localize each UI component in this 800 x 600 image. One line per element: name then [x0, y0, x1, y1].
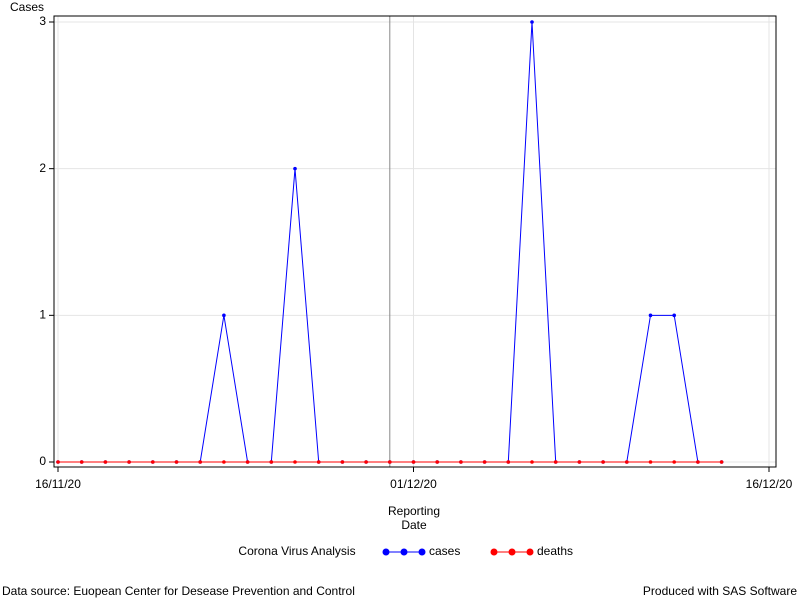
x-tick-label: 01/12/20 [390, 477, 437, 491]
plot-frame [53, 15, 777, 468]
data-point [625, 460, 629, 464]
data-point [127, 460, 131, 464]
data-point [151, 460, 155, 464]
data-point [530, 20, 534, 24]
data-point [411, 460, 416, 464]
legend-marker [508, 548, 516, 556]
data-point [293, 460, 297, 464]
footnote: Data source: Euopean Center for Desease … [2, 584, 355, 598]
data-point [696, 460, 700, 464]
data-point [316, 460, 321, 464]
data-point [435, 460, 440, 464]
x-axis-label: Reporting [388, 504, 440, 518]
y-tick-label: 1 [39, 308, 46, 322]
data-point [222, 460, 226, 464]
data-point [388, 460, 392, 464]
legend-marker [490, 548, 498, 556]
data-point [56, 460, 60, 464]
y-tick-label: 2 [39, 161, 46, 175]
data-point [459, 460, 463, 464]
data-point [482, 460, 487, 464]
y-tick-label: 0 [39, 454, 46, 468]
legend-label: deaths [537, 544, 573, 558]
legend-marker [418, 548, 426, 556]
data-point [79, 460, 84, 464]
y-axis-label: Cases [10, 0, 44, 14]
data-point [672, 460, 676, 464]
data-point [506, 460, 511, 464]
data-point [174, 460, 179, 464]
data-point [245, 460, 250, 464]
x-tick-label: 16/12/20 [746, 477, 793, 491]
legend-marker [382, 548, 390, 556]
data-point [648, 460, 653, 464]
data-point [198, 460, 202, 464]
data-point [719, 460, 724, 464]
data-point [340, 460, 345, 464]
data-point [577, 460, 582, 464]
data-point [530, 460, 534, 464]
legend-marker [526, 548, 534, 556]
legend-label: cases [429, 544, 460, 558]
data-point [648, 313, 653, 318]
y-tick-label: 3 [39, 14, 46, 28]
data-point [601, 460, 605, 464]
data-point [222, 313, 226, 318]
data-point [103, 460, 108, 464]
legend-title: Corona Virus Analysis [238, 544, 355, 558]
data-point [553, 460, 558, 464]
data-point [672, 313, 676, 318]
x-axis-label: Date [401, 518, 427, 532]
legend-marker [400, 548, 408, 556]
data-point [269, 460, 274, 464]
x-tick-label: 16/11/20 [35, 477, 81, 491]
data-point [364, 460, 368, 464]
footnote: Produced with SAS Software [643, 584, 797, 598]
data-point [293, 166, 297, 171]
